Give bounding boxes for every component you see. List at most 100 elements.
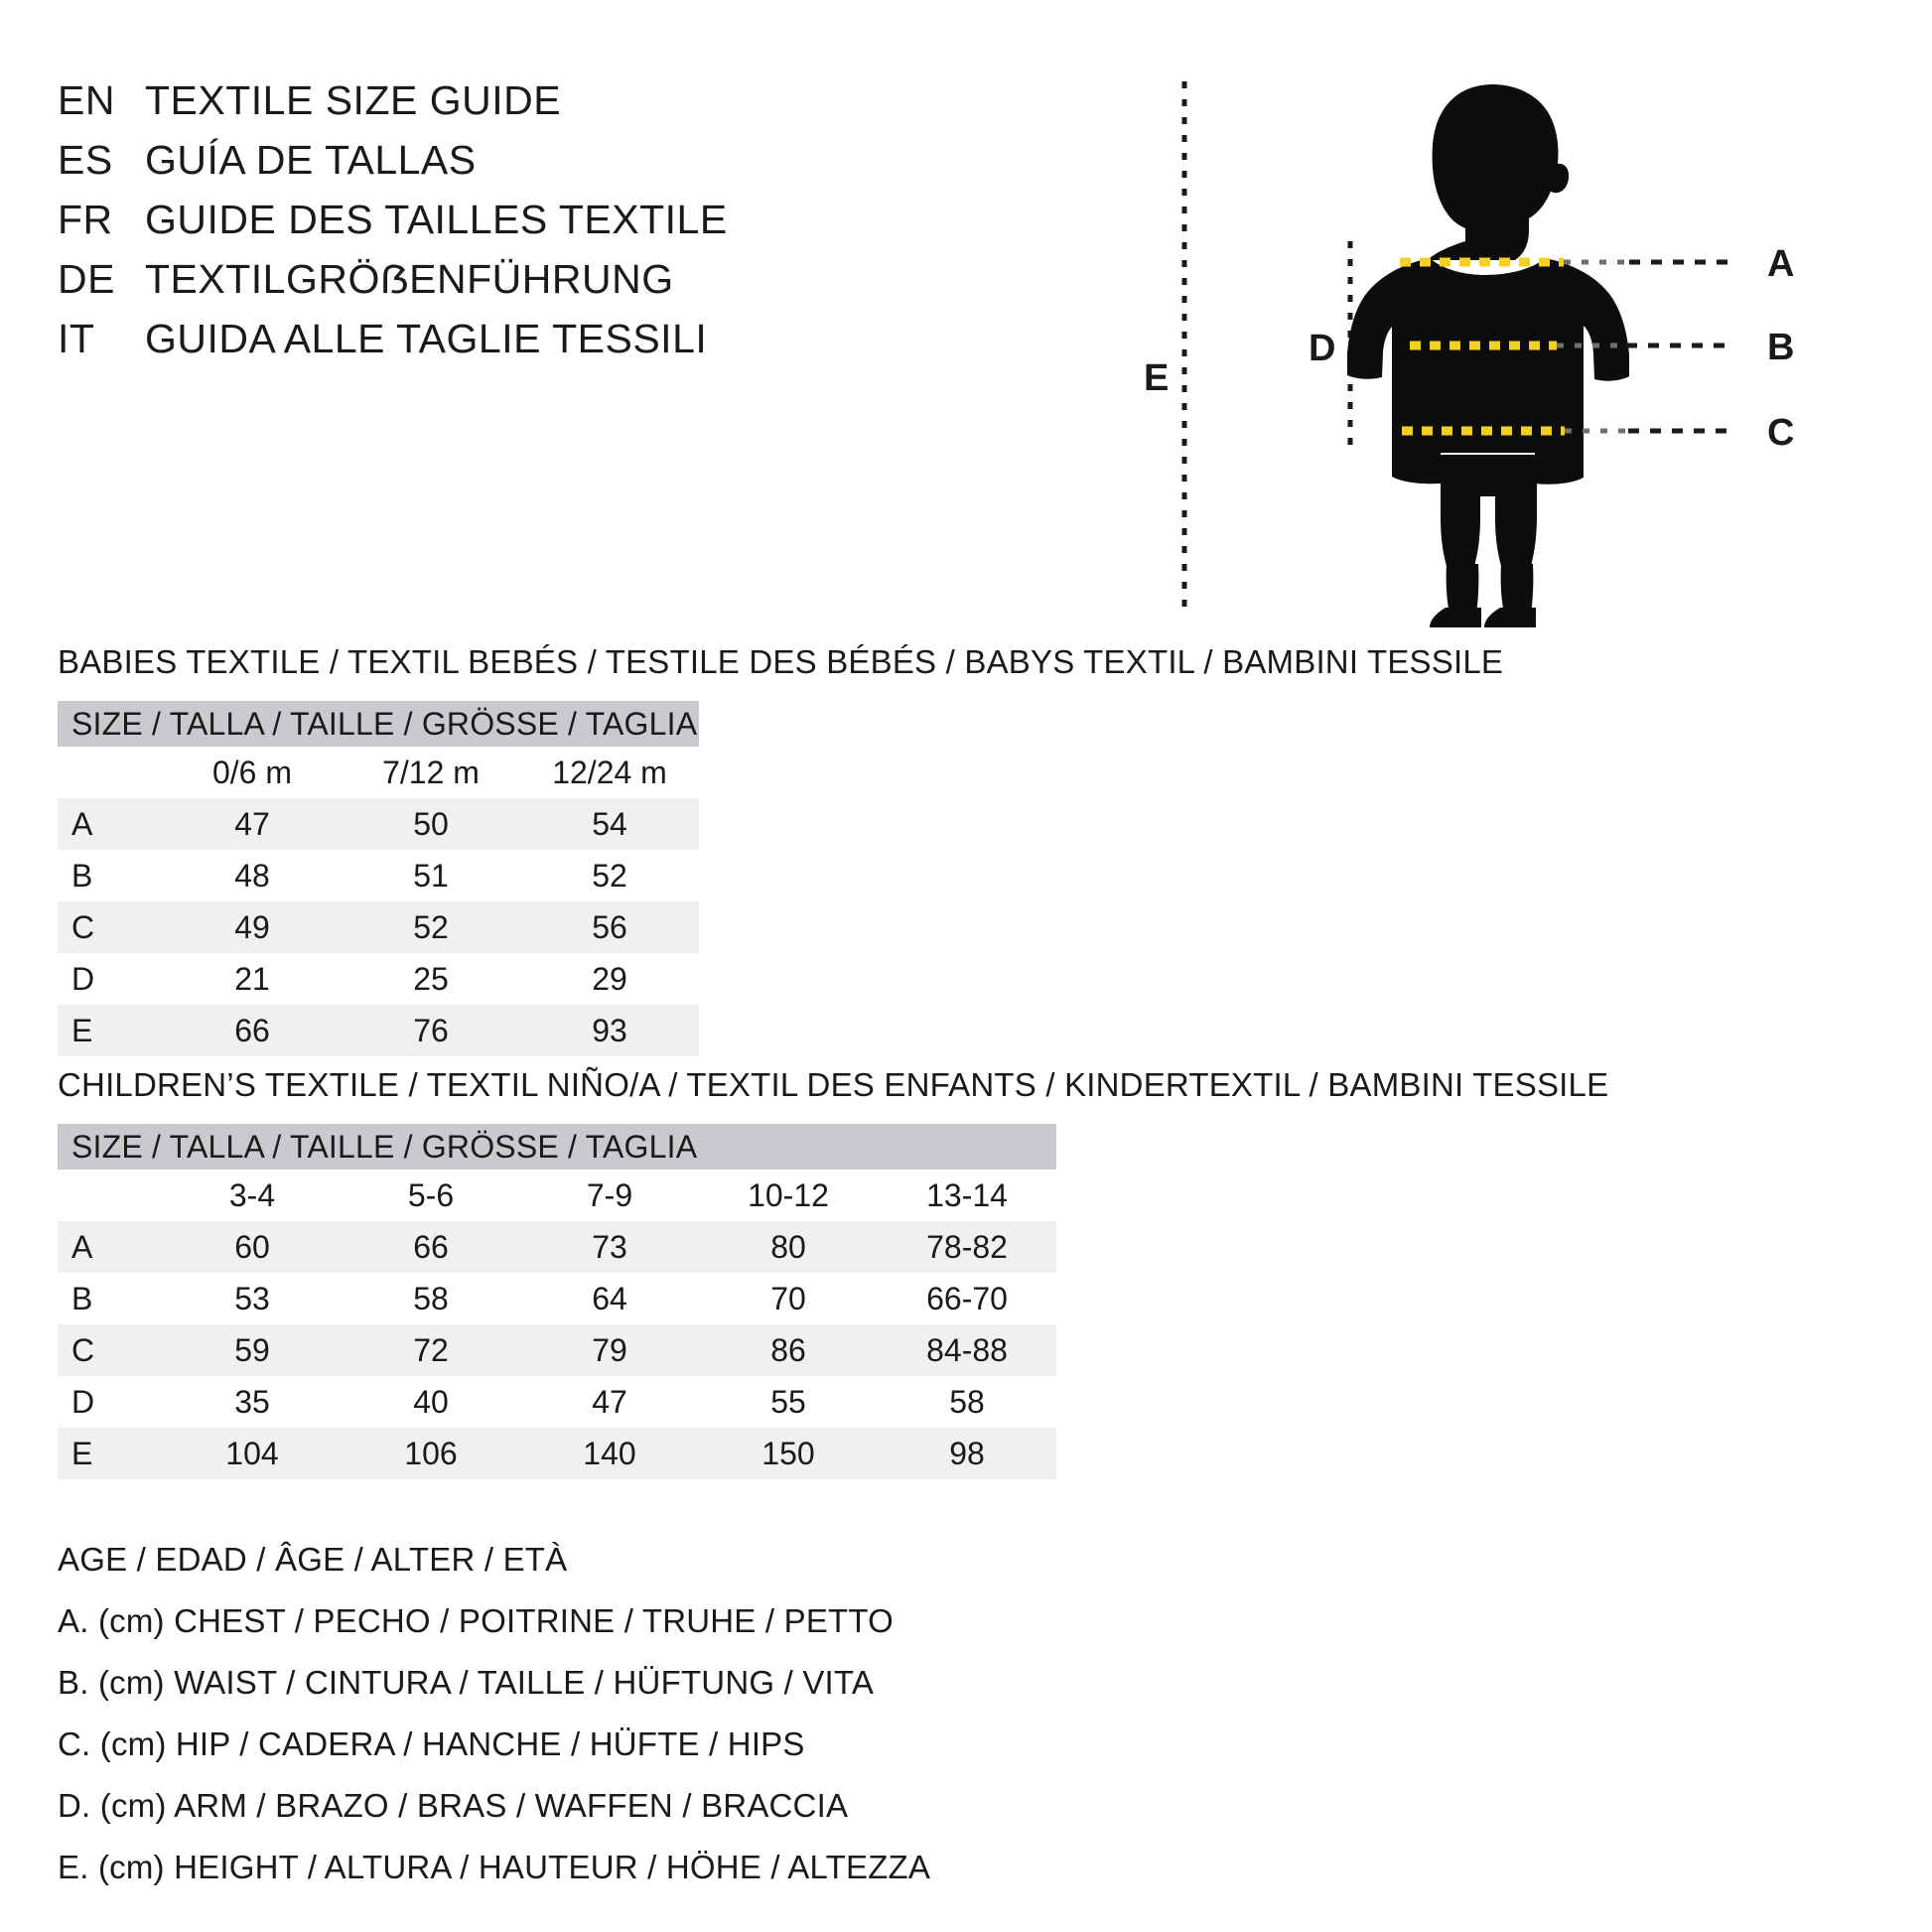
table-cell: 80 — [699, 1221, 878, 1273]
language-code: ES — [58, 137, 113, 183]
table-cell: 86 — [699, 1324, 878, 1376]
table-cell: 106 — [342, 1428, 520, 1479]
table-cell: 29 — [520, 953, 700, 1005]
row-label-cell: D — [58, 953, 163, 1005]
child-silhouette-icon — [1347, 84, 1629, 627]
language-row-de: DE TEXTILGRÖẞENFÜHRUNG — [58, 256, 1110, 316]
language-row-en: EN TEXTILE SIZE GUIDE — [58, 77, 1110, 137]
table-cell: 40 — [342, 1376, 520, 1428]
table-cell: 47 — [163, 798, 342, 850]
language-title-block: EN TEXTILE SIZE GUIDE ES GUÍA DE TALLAS FR GU… — [58, 77, 1110, 375]
language-code: FR — [58, 197, 113, 242]
table-row: C 49 52 56 — [58, 901, 1241, 953]
table-cell: 76 — [342, 1005, 520, 1056]
table-cell: 66 — [342, 1221, 520, 1273]
column-header-cell: 0/6 m — [163, 747, 342, 798]
table-cell: 54 — [520, 798, 700, 850]
language-row-es: ES GUÍA DE TALLAS — [58, 137, 1110, 197]
table-cell: 104 — [163, 1428, 342, 1479]
table-row: A 47 50 54 — [58, 798, 1241, 850]
table-cell: 48 — [163, 850, 342, 901]
row-label-cell: E — [58, 1005, 163, 1056]
table-cell: 49 — [163, 901, 342, 953]
row-label-cell: C — [58, 1324, 163, 1376]
language-title: GUIDA ALLE TAGLIE TESSILI — [145, 316, 708, 361]
table-cell: 66 — [163, 1005, 342, 1056]
table-cell: 47 — [520, 1376, 699, 1428]
figure-label-d: D — [1309, 328, 1335, 369]
legend-line-4: D. (cm) ARM / BRAZO / BRAS / WAFFEN / BR… — [58, 1787, 849, 1824]
language-code: IT — [58, 316, 95, 361]
row-label-cell: C — [58, 901, 163, 953]
table-row: D 21 25 29 — [58, 953, 1241, 1005]
table-header-band-label: SIZE / TALLA / TAILLE / GRÖSSE / TAGLIA — [58, 1124, 1057, 1170]
table-cell: 51 — [342, 850, 520, 901]
column-header-cell: 13-14 — [878, 1170, 1057, 1221]
table-header-band: SIZE / TALLA / TAILLE / GRÖSSE / TAGLIA — [58, 701, 1241, 747]
legend-line-1: A. (cm) CHEST / PECHO / POITRINE / TRUHE… — [58, 1602, 895, 1639]
row-label-cell: B — [58, 1273, 163, 1324]
table-cell: 98 — [878, 1428, 1057, 1479]
table-cell: 21 — [163, 953, 342, 1005]
table-cell: 59 — [163, 1324, 342, 1376]
legend-line-3: C. (cm) HIP / CADERA / HANCHE / HÜFTE / … — [58, 1725, 805, 1762]
table-cell: 70 — [699, 1273, 878, 1324]
table-cell: 52 — [342, 901, 520, 953]
table-cell: 55 — [699, 1376, 878, 1428]
table-row: B 53 58 64 70 66-70 — [58, 1273, 1241, 1324]
table-cell: 150 — [699, 1428, 878, 1479]
table-corner-cell — [58, 1170, 163, 1221]
figure-label-c: C — [1767, 412, 1794, 454]
column-header-cell: 7-9 — [520, 1170, 699, 1221]
table-cell: 58 — [342, 1273, 520, 1324]
table-cell: 79 — [520, 1324, 699, 1376]
table-column-header-row: 3-4 5-6 7-9 10-12 13-14 — [58, 1170, 1241, 1221]
table-row: B 48 51 52 — [58, 850, 1241, 901]
table-cell: 58 — [878, 1376, 1057, 1428]
language-row-fr: FR GUIDE DES TAILLES TEXTILE — [58, 197, 1110, 256]
table-header-band-label: SIZE / TALLA / TAILLE / GRÖSSE / TAGLIA — [58, 701, 700, 747]
language-code: EN — [58, 77, 115, 123]
table-cell: 72 — [342, 1324, 520, 1376]
language-title: TEXTILE SIZE GUIDE — [145, 77, 562, 123]
column-header-cell: 7/12 m — [342, 747, 520, 798]
children-size-table: SIZE / TALLA / TAILLE / GRÖSSE / TAGLIA 3… — [58, 1124, 1241, 1479]
table-column-header-row: 0/6 m 7/12 m 12/24 m — [58, 747, 1241, 798]
measurement-legend: AGE / EDAD / ÂGE / ALTER / ETÀ A. (cm) CH… — [58, 1529, 1150, 1898]
figure-label-b: B — [1767, 327, 1794, 368]
row-label-cell: B — [58, 850, 163, 901]
table-row: E 66 76 93 — [58, 1005, 1241, 1056]
table-cell: 52 — [520, 850, 700, 901]
table-cell: 66-70 — [878, 1273, 1057, 1324]
legend-line-0: AGE / EDAD / ÂGE / ALTER / ETÀ — [58, 1541, 568, 1578]
legend-line-5: E. (cm) HEIGHT / ALTURA / HAUTEUR / HÖHE… — [58, 1849, 931, 1885]
figure-label-e: E — [1144, 357, 1169, 399]
table-header-band: SIZE / TALLA / TAILLE / GRÖSSE / TAGLIA — [58, 1124, 1241, 1170]
table-cell: 93 — [520, 1005, 700, 1056]
legend-line-2: B. (cm) WAIST / CINTURA / TAILLE / HÜFTU… — [58, 1664, 875, 1701]
table-cell: 50 — [342, 798, 520, 850]
table-row: D 35 40 47 55 58 — [58, 1376, 1241, 1428]
children-section-title: CHILDREN’S TEXTILE / TEXTIL NIÑO/A / TEX… — [58, 1066, 1609, 1103]
row-label-cell: D — [58, 1376, 163, 1428]
table-cell: 56 — [520, 901, 700, 953]
column-header-cell: 12/24 m — [520, 747, 700, 798]
column-header-cell: 5-6 — [342, 1170, 520, 1221]
column-header-cell: 10-12 — [699, 1170, 878, 1221]
language-title: TEXTILGRÖẞENFÜHRUNG — [145, 256, 674, 302]
table-row: E 104 106 140 150 98 — [58, 1428, 1241, 1479]
table-corner-cell — [58, 747, 163, 798]
row-label-cell: E — [58, 1428, 163, 1479]
table-cell: 53 — [163, 1273, 342, 1324]
row-label-cell: A — [58, 1221, 163, 1273]
babies-section-title: BABIES TEXTILE / TEXTIL BEBÉS / TESTILE … — [58, 643, 1504, 680]
table-cell: 73 — [520, 1221, 699, 1273]
table-cell: 140 — [520, 1428, 699, 1479]
table-row: C 59 72 79 86 84-88 — [58, 1324, 1241, 1376]
table-cell: 78-82 — [878, 1221, 1057, 1273]
children-table-body: SIZE / TALLA / TAILLE / GRÖSSE / TAGLIA 3… — [58, 1124, 1241, 1479]
language-code: DE — [58, 256, 115, 302]
language-title: GUIDE DES TAILLES TEXTILE — [145, 197, 728, 242]
measurement-figure: A B C D E — [1132, 60, 1932, 635]
table-row: A 60 66 73 80 78-82 — [58, 1221, 1241, 1273]
